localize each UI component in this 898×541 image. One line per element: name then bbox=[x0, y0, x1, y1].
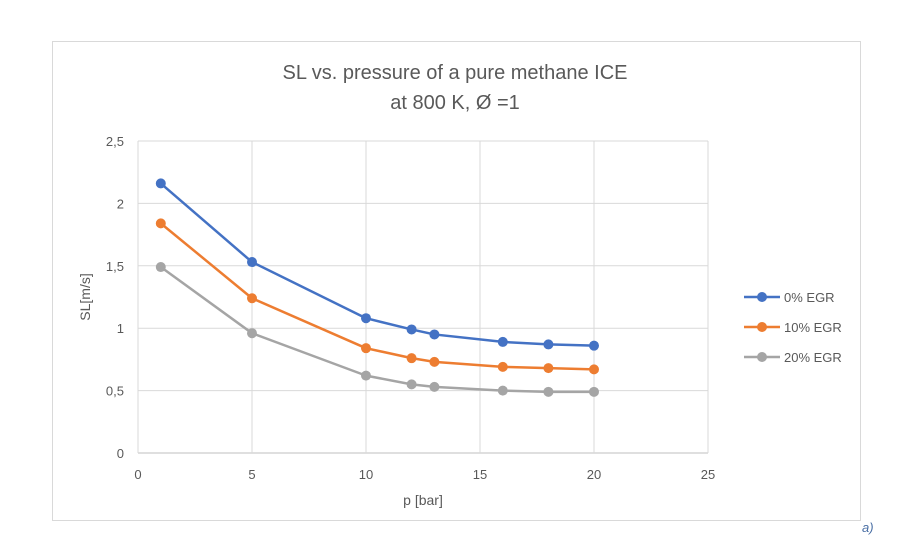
legend-swatch-marker bbox=[757, 292, 767, 302]
legend-swatch-marker bbox=[757, 322, 767, 332]
data-point bbox=[543, 339, 554, 350]
grid-lines bbox=[137, 140, 709, 454]
legend-swatch-marker bbox=[757, 352, 767, 362]
data-point bbox=[589, 386, 599, 397]
series-line bbox=[160, 222, 595, 371]
data-point bbox=[543, 363, 554, 374]
x-tick-label: 10 bbox=[359, 467, 373, 482]
x-tick-label: 20 bbox=[587, 467, 601, 482]
data-point bbox=[247, 328, 257, 339]
data-point bbox=[247, 293, 257, 304]
data-point bbox=[429, 356, 440, 367]
data-point bbox=[406, 324, 417, 335]
figure-label: a) bbox=[862, 520, 874, 535]
y-tick-label: 2,5 bbox=[106, 134, 124, 149]
x-tick-label: 0 bbox=[134, 467, 141, 482]
data-point bbox=[361, 343, 371, 354]
data-point bbox=[155, 262, 166, 273]
data-point bbox=[589, 340, 599, 351]
data-point bbox=[361, 313, 371, 324]
legend: 0% EGR 10% EGR 20% EGR bbox=[744, 290, 842, 365]
data-point bbox=[155, 218, 166, 229]
data-point bbox=[406, 353, 417, 364]
data-point bbox=[429, 329, 440, 340]
data-point bbox=[429, 381, 440, 392]
y-tick-label: 1 bbox=[117, 321, 124, 336]
chart-title: SL vs. pressure of a pure methane ICE at … bbox=[283, 62, 628, 114]
data-point bbox=[361, 370, 371, 381]
y-tick-label: 2 bbox=[117, 196, 124, 211]
series-lines bbox=[155, 178, 599, 397]
data-point bbox=[247, 257, 257, 268]
legend-label: 20% EGR bbox=[784, 350, 842, 365]
series-line bbox=[160, 266, 594, 394]
data-point bbox=[543, 386, 554, 397]
chart-title-line: at 800 K, Ø =1 bbox=[390, 92, 520, 114]
data-point bbox=[155, 178, 166, 189]
legend-label: 10% EGR bbox=[784, 320, 842, 335]
data-point bbox=[589, 364, 599, 375]
x-tick-label: 5 bbox=[248, 467, 255, 482]
y-axis-title: SL[m/s] bbox=[77, 273, 93, 320]
data-point bbox=[497, 336, 508, 347]
data-point bbox=[497, 385, 508, 396]
x-axis-title: p [bar] bbox=[403, 492, 443, 508]
legend-label: 0% EGR bbox=[784, 290, 835, 305]
axes: 0 0,5 1 1,5 2 2,5 0 5 10 15 20 25 p [bar] SL[m/s] bbox=[77, 134, 715, 508]
y-tick-label: 0,5 bbox=[106, 384, 124, 399]
series-line bbox=[159, 182, 595, 347]
data-point bbox=[497, 361, 508, 372]
chart-title-line: SL vs. pressure of a pure methane ICE bbox=[283, 62, 628, 84]
data-point bbox=[406, 379, 417, 390]
y-tick-label: 1,5 bbox=[106, 259, 124, 274]
x-tick-label: 15 bbox=[473, 467, 487, 482]
x-tick-label: 25 bbox=[701, 467, 715, 482]
chart-frame bbox=[52, 41, 861, 521]
y-tick-label: 0 bbox=[117, 446, 124, 461]
